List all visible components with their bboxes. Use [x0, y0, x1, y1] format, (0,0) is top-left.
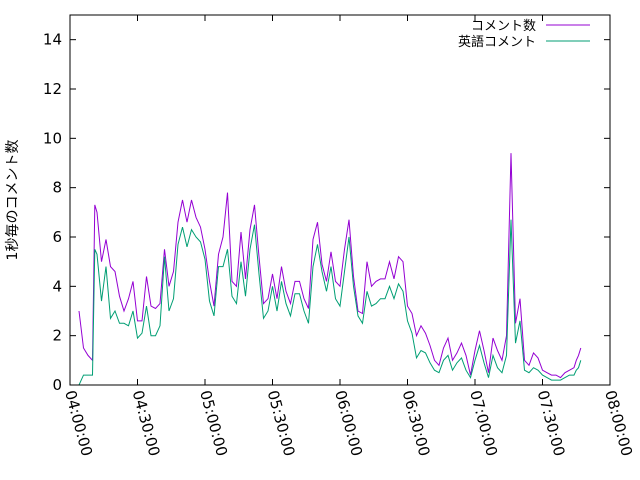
series-line-2 [78, 219, 582, 386]
y-tick-label: 6 [52, 228, 62, 246]
y-tick-label: 4 [52, 277, 62, 295]
series-line-1 [78, 153, 582, 379]
y-tick-label: 14 [43, 31, 62, 49]
y-tick-label: 10 [43, 129, 62, 147]
legend-label-1: コメント数 [471, 19, 536, 34]
y-tick-label: 2 [52, 327, 62, 345]
legend-label-2: 英語コメント [458, 34, 536, 50]
y-axis-ticks: 0 2 4 6 8 10 12 14 [43, 31, 610, 394]
y-tick-label: 12 [43, 80, 62, 98]
y-tick-label: 8 [52, 179, 62, 197]
y-tick-label: 0 [52, 376, 62, 394]
y-axis-label: 1秒毎のコメント数 [5, 140, 21, 261]
plot-area [78, 153, 582, 386]
